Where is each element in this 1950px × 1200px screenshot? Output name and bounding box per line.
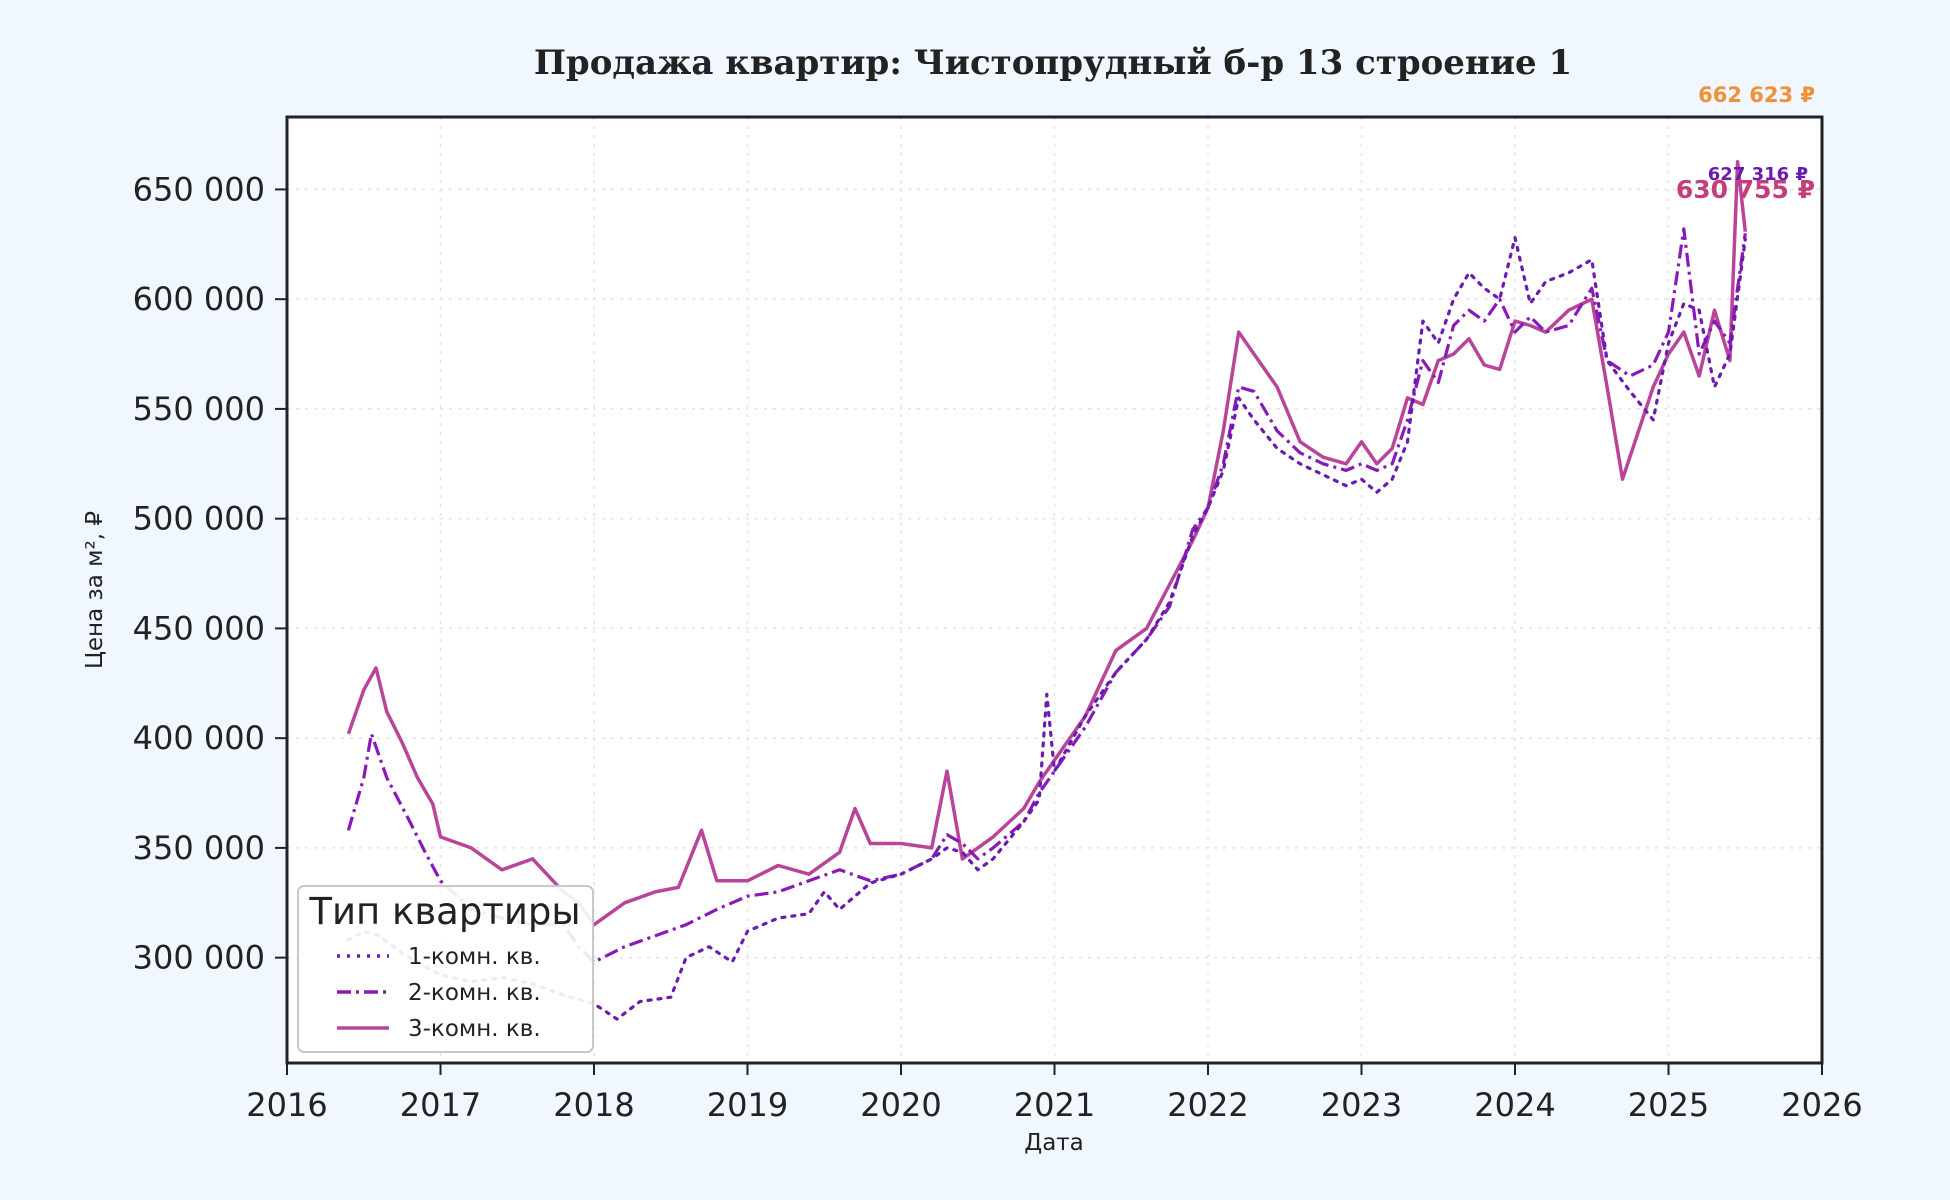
- y-tick-label: 400 000: [133, 719, 265, 757]
- y-tick-label: 500 000: [133, 500, 265, 538]
- series-line-1: [346, 236, 1747, 1021]
- legend-label: 1-комн. кв.: [408, 944, 541, 970]
- x-tick-label: 2016: [246, 1086, 327, 1124]
- x-tick-label: 2023: [1321, 1086, 1402, 1124]
- x-axis: 2016 2017 2018 2019 2020 2021 2022 2023 2024 2025…: [246, 1063, 1863, 1124]
- legend-label: 2-комн. кв.: [408, 980, 541, 1006]
- x-tick-label: 2022: [1167, 1086, 1248, 1124]
- value-annotation: 627 316 ₽: [1708, 164, 1808, 185]
- x-tick-label: 2019: [707, 1086, 788, 1124]
- y-tick-label: 650 000: [133, 170, 265, 208]
- value-annotation: 662 623 ₽: [1698, 83, 1815, 107]
- y-tick-label: 450 000: [133, 609, 265, 647]
- y-tick-label: 300 000: [133, 939, 265, 977]
- x-tick-label: 2021: [1014, 1086, 1095, 1124]
- x-tick-label: 2025: [1628, 1086, 1709, 1124]
- x-tick-label: 2020: [860, 1086, 941, 1124]
- legend-title: Тип квартиры: [308, 890, 580, 933]
- x-tick-label: 2026: [1781, 1086, 1862, 1124]
- legend-label: 3-комн. кв.: [408, 1016, 541, 1042]
- y-tick-label: 600 000: [133, 280, 265, 318]
- annotations: 662 623 ₽ 627 316 ₽630 755 ₽: [1676, 83, 1815, 204]
- x-axis-label: Дата: [1024, 1130, 1084, 1156]
- value-annotation: 630 755 ₽: [1676, 175, 1815, 204]
- y-tick-label: 350 000: [133, 829, 265, 867]
- grid: [286, 117, 1823, 1063]
- x-tick-label: 2024: [1474, 1086, 1555, 1124]
- chart-title: Продажа квартир: Чистопрудный б-р 13 стр…: [534, 43, 1572, 83]
- y-axis-label: Цена за м², ₽: [82, 511, 108, 669]
- x-tick-label: 2017: [400, 1086, 481, 1124]
- y-axis: 300 000 350 000 400 000 450 000 500 000 550 0…: [133, 170, 287, 977]
- y-tick-label: 550 000: [133, 390, 265, 428]
- x-tick-label: 2018: [553, 1086, 634, 1124]
- legend: Тип квартиры 1-комн. кв. 2-комн. кв. 3-ком…: [297, 885, 594, 1053]
- legend-box: [297, 885, 594, 1053]
